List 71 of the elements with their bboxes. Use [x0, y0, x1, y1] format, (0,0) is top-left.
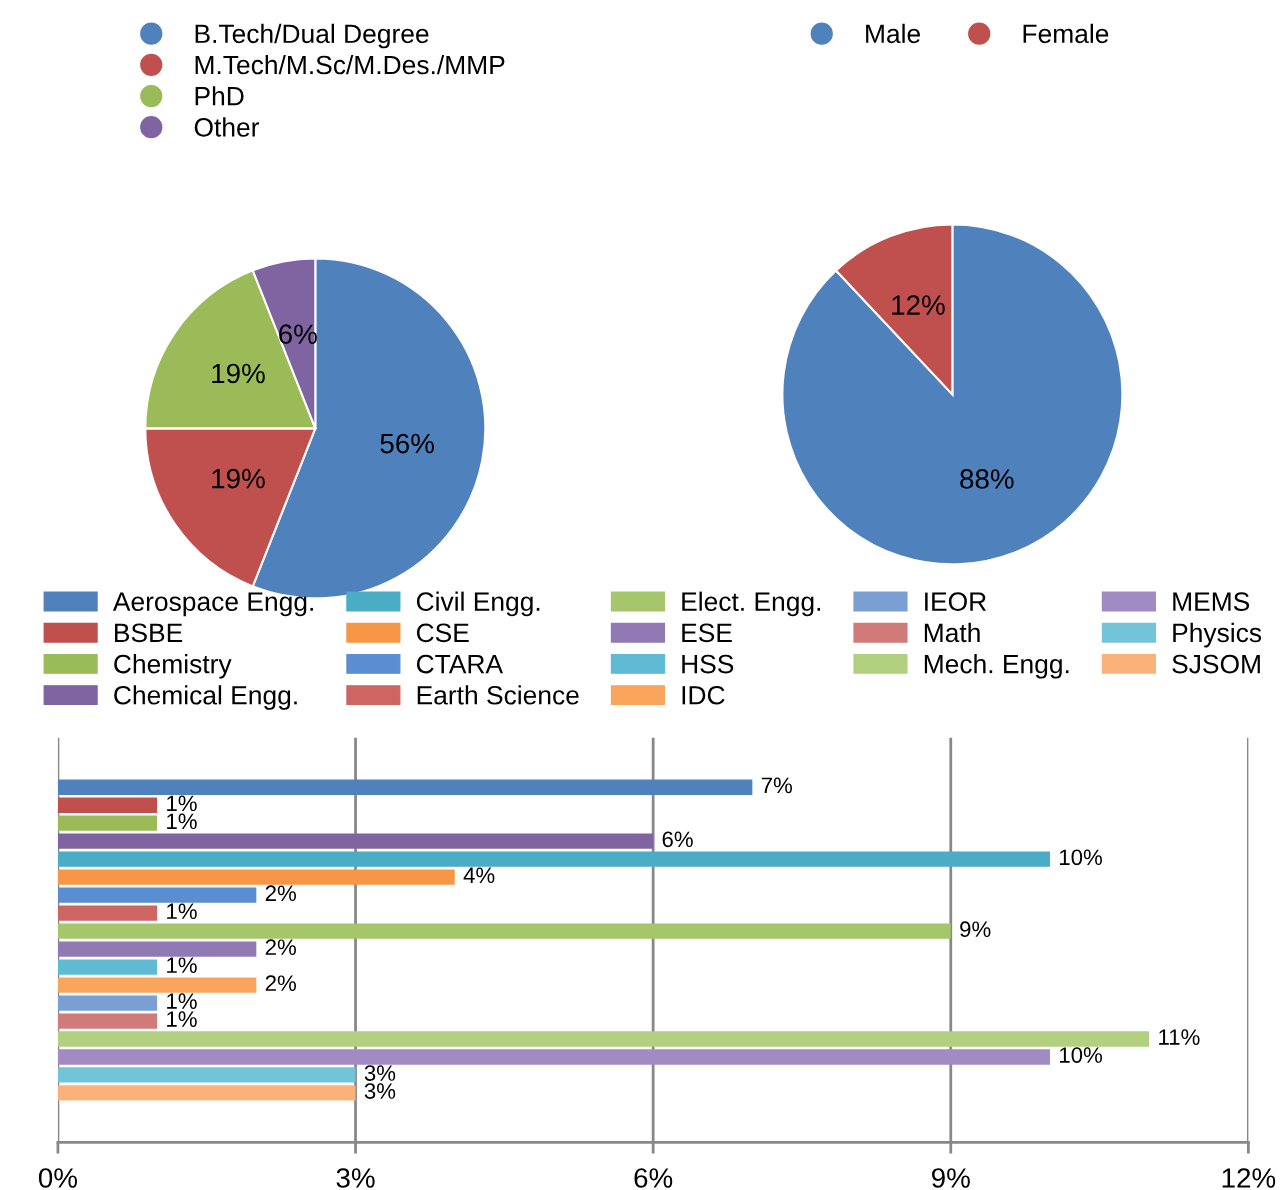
x-tick-label: 3% — [336, 1168, 375, 1188]
legend-label: CSE — [416, 623, 469, 643]
x-tick-label: 0% — [38, 1168, 77, 1188]
bar — [57, 977, 257, 993]
bar — [57, 833, 654, 849]
data-label: 4% — [463, 867, 495, 884]
pie-slice — [781, 223, 1124, 566]
x-tick-label: 9% — [932, 1168, 970, 1188]
bar — [57, 851, 1050, 867]
bar — [57, 941, 257, 957]
data-label: 1% — [167, 1011, 197, 1027]
data-label: 2% — [265, 885, 296, 902]
legend-label: IEOR — [925, 592, 986, 611]
data-label: 11% — [1159, 1029, 1200, 1045]
bar — [57, 1031, 1150, 1047]
legend-label: Aerospace Engg. — [112, 592, 313, 617]
data-label: 1% — [167, 903, 197, 920]
legend-label: Elect. Engg. — [682, 591, 821, 617]
data-label: 9% — [960, 921, 991, 938]
legend-label: Civil Engg. — [416, 591, 540, 617]
x-tick-label: 12% — [1222, 1168, 1276, 1188]
legend-label: Mech. Engg. — [924, 654, 1069, 679]
data-label: 1% — [167, 813, 197, 830]
legend-label: BSBE — [115, 623, 183, 643]
data-label: 88% — [960, 469, 1014, 489]
bar — [57, 779, 753, 795]
x-tick-label: 6% — [634, 1168, 673, 1188]
data-label: 2% — [265, 975, 296, 991]
bar — [57, 923, 951, 939]
data-label: 1% — [167, 993, 197, 1009]
legend-label: Physics — [1173, 622, 1262, 648]
bar — [57, 887, 257, 903]
legend-label: Chemistry — [114, 654, 232, 679]
legend-label: Math — [924, 622, 980, 643]
data-label: 56% — [380, 433, 434, 454]
legend-label: Male — [866, 23, 920, 44]
bar — [57, 1067, 356, 1083]
bar — [57, 1013, 158, 1029]
legend-label: IDC — [682, 685, 725, 705]
legend-label: PhD — [195, 86, 244, 106]
legend-label: HSS — [682, 654, 734, 674]
legend-label: MEMS — [1173, 592, 1250, 611]
data-label: 6% — [662, 831, 693, 848]
data-label: 19% — [212, 363, 265, 384]
legend-label: CTARA — [416, 654, 504, 674]
legend-label: Other — [194, 117, 260, 137]
data-label: 3% — [364, 1083, 396, 1099]
data-label: 3% — [364, 1065, 396, 1081]
bar — [57, 959, 158, 975]
legend-label: Chemical Engg. — [114, 685, 297, 710]
legend-label: B.Tech/Dual Degree — [195, 23, 429, 49]
bar — [57, 797, 158, 813]
bar — [57, 995, 158, 1011]
legend-label: Female — [1023, 23, 1109, 44]
data-label: 19% — [212, 468, 265, 489]
data-label: 2% — [265, 939, 296, 955]
data-label: 12% — [892, 295, 945, 315]
data-label: 1% — [167, 957, 197, 973]
data-label: 7% — [761, 777, 793, 794]
legend-label: M.Tech/M.Sc/M.Des./MMP — [195, 54, 505, 75]
bar — [57, 1049, 1050, 1065]
bar — [57, 905, 158, 921]
data-label: 10% — [1060, 849, 1102, 866]
bar — [57, 1085, 356, 1101]
legend-label: Earth Science — [417, 685, 579, 705]
data-label: 1% — [167, 795, 197, 812]
bar — [57, 815, 158, 831]
legend-label: SJSOM — [1172, 654, 1260, 674]
data-label: 10% — [1060, 1047, 1102, 1063]
legend-label: ESE — [682, 623, 732, 643]
bar — [57, 869, 455, 885]
